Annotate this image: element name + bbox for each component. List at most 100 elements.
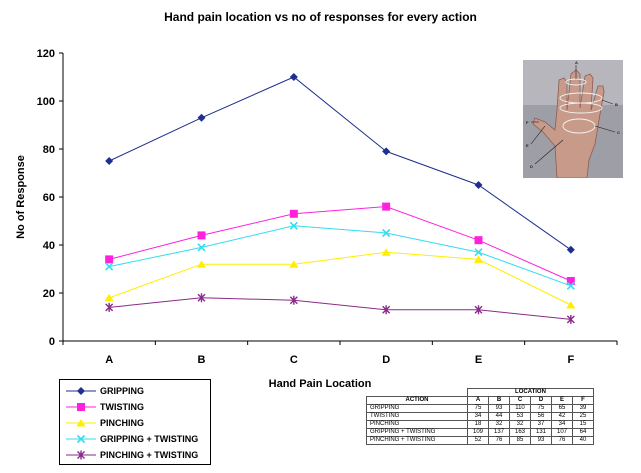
table-row: PINCHING + TWISTING 52 76 85 93 76 40: [366, 436, 594, 445]
chart-title: Hand pain location vs no of responses fo…: [164, 10, 477, 24]
hand-label-b: B: [615, 102, 618, 107]
table-value-cell: 93: [488, 404, 510, 413]
table-action-cell: TWISTING: [366, 412, 468, 421]
table-value-cell: 75: [467, 404, 489, 413]
pointer-c: [594, 125, 616, 133]
table-value-cell: 25: [572, 412, 594, 421]
data-point-gripping: [197, 113, 206, 122]
ring-c: [559, 102, 603, 114]
legend-label: GRIPPING + TWISTING: [100, 434, 199, 444]
table-row: GRIPPING 75 93 110 75 65 39: [366, 404, 594, 413]
table-value-cell: 15: [572, 420, 594, 429]
table-column-header: F: [572, 396, 594, 405]
x-tick-label: E: [475, 354, 482, 366]
data-table: LOCATION ACTION A B C D E F GRIPPING 75 93 110 75 65 3…: [366, 388, 594, 445]
table-value-cell: 65: [551, 404, 573, 413]
table-value-cell: 42: [551, 412, 573, 421]
data-point-twisting: [382, 202, 391, 211]
table-value-cell: 76: [488, 436, 510, 445]
table-row: GRIPPING + TWISTING 109 137 163 131 107 64: [366, 428, 594, 437]
table-value-cell: 18: [467, 420, 489, 429]
table-action-cell: PINCHING + TWISTING: [366, 436, 468, 445]
data-point-gripping-twisting: [382, 228, 391, 238]
table-group-header: LOCATION: [467, 388, 594, 397]
series-gripping: [105, 73, 575, 254]
series-pinching-twisting: [105, 293, 575, 324]
table-column-header: E: [551, 396, 573, 405]
table-row: PINCHING 18 32 32 37 34 15: [366, 420, 594, 429]
data-point-pinching: [104, 293, 114, 302]
table-column-header: C: [509, 396, 531, 405]
legend-swatch: [66, 403, 96, 411]
table-value-cell: 53: [509, 412, 531, 421]
table-value-cell: 163: [509, 428, 531, 437]
table-value-cell: 44: [488, 412, 510, 421]
table-column-header: D: [530, 396, 552, 405]
data-point-twisting: [197, 231, 206, 240]
legend-label: TWISTING: [100, 402, 144, 412]
data-point-pinching-twisting: [197, 293, 206, 303]
data-point-gripping: [105, 157, 114, 165]
data-point-pinching: [381, 248, 391, 256]
data-point-twisting: [474, 236, 483, 245]
x-tick-label: A: [105, 354, 113, 366]
data-point-gripping: [474, 181, 483, 189]
legend-item: GRIPPING: [66, 383, 204, 399]
hand-shape: [532, 69, 605, 178]
data-point-pinching: [566, 301, 576, 309]
series-twisting: [105, 202, 575, 285]
data-point-gripping-twisting: [105, 262, 114, 271]
series-gripping-twisting: [105, 221, 575, 290]
data-point-pinching: [197, 260, 206, 268]
table-value-cell: 32: [488, 420, 510, 429]
y-tick-label: 20: [43, 288, 55, 300]
hand-label-c: C: [617, 130, 620, 135]
legend-label: GRIPPING: [100, 386, 145, 396]
table-column-header: A: [467, 396, 489, 405]
table-value-cell: 56: [530, 412, 552, 421]
table-value-cell: 110: [509, 404, 531, 413]
y-tick-label: 100: [37, 96, 55, 108]
y-tick-label: 80: [43, 144, 55, 156]
legend-label: PINCHING + TWISTING: [100, 450, 199, 460]
data-point-pinching: [289, 260, 299, 268]
legend-swatch: [66, 450, 96, 460]
y-tick-label: 40: [43, 240, 55, 252]
legend-swatch-marker: [77, 387, 85, 395]
data-point-pinching-twisting: [382, 305, 391, 315]
legend-swatch: [66, 387, 96, 395]
legend-item: GRIPPING + TWISTING: [66, 431, 204, 447]
y-axis-title: No of Response: [15, 155, 27, 239]
legend-item: PINCHING: [66, 415, 204, 431]
legend-item: TWISTING: [66, 399, 204, 415]
data-point-twisting: [289, 209, 298, 218]
legend-swatch: [66, 434, 96, 444]
data-point-pinching-twisting: [289, 295, 298, 305]
y-tick-label: 60: [43, 192, 55, 204]
data-point-gripping: [289, 73, 298, 81]
legend-swatch: [66, 419, 96, 427]
hand-diagram-image: A B C D E F: [523, 60, 623, 178]
table-value-cell: 131: [530, 428, 552, 437]
table-value-cell: 75: [530, 404, 552, 413]
table-corner-cell: [366, 388, 468, 397]
data-point-gripping-twisting: [289, 221, 298, 230]
data-point-gripping-twisting: [197, 243, 206, 252]
legend-swatch-marker: [77, 403, 85, 411]
table-value-cell: 32: [509, 420, 531, 429]
table-action-cell: PINCHING: [366, 420, 468, 429]
table-value-cell: 34: [467, 412, 489, 421]
data-point-gripping-twisting: [566, 281, 575, 290]
series-pinching: [104, 248, 576, 309]
data-point-pinching-twisting: [566, 314, 575, 324]
table-column-header: B: [488, 396, 510, 405]
pointer-b: [601, 99, 614, 105]
x-tick-label: F: [567, 354, 574, 366]
series-line-gripping-twisting: [109, 225, 572, 287]
data-point-pinching: [474, 255, 483, 263]
x-tick-label: D: [382, 354, 390, 366]
legend-item: PINCHING + TWISTING: [66, 447, 204, 463]
y-tick-label: 0: [49, 336, 55, 348]
data-point-gripping: [566, 245, 575, 254]
